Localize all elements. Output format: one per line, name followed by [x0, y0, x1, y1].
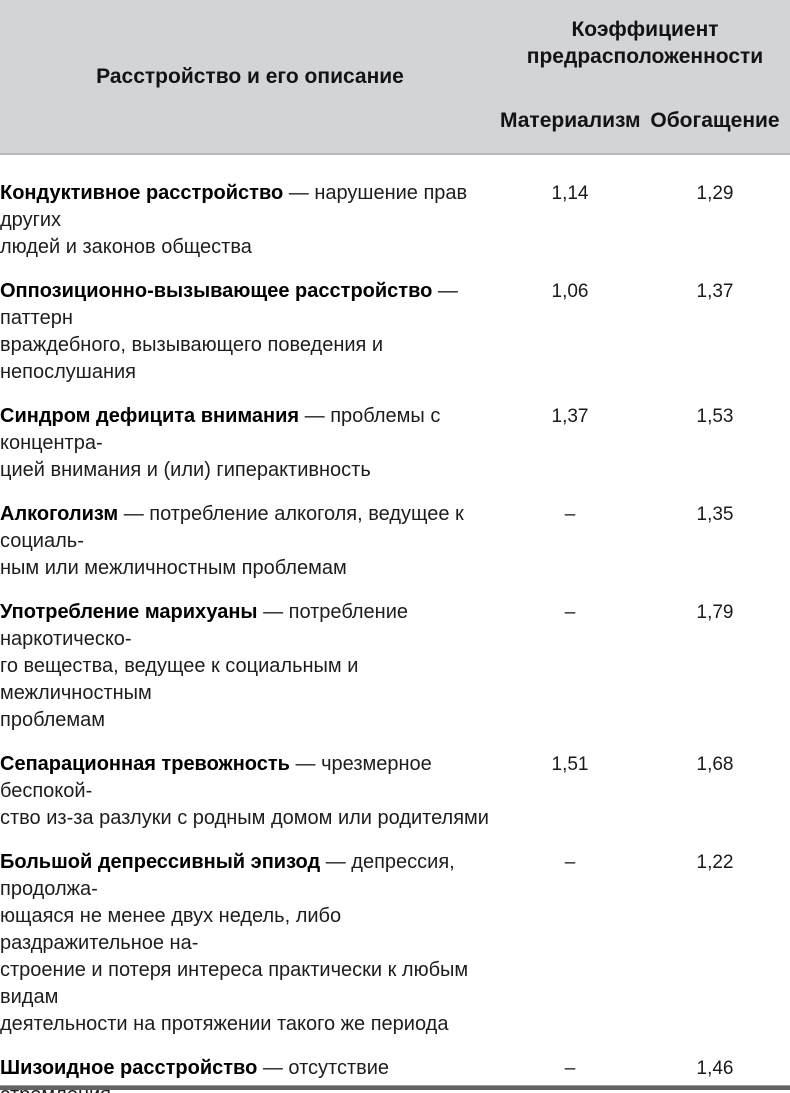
enrichment-value: 1,53	[696, 406, 734, 427]
disorder-name: Сепарационная тревожность	[0, 753, 290, 775]
table-header-right: Коэффициент предрасположенности Материал…	[500, 0, 790, 153]
disorder-description-cell: Употребление марихуаны — потребление нар…	[0, 599, 500, 734]
enrichment-value: 1,37	[696, 281, 734, 302]
table-bottom-rule	[0, 1085, 790, 1090]
disorder-description: — депрессия, продолжа- ющаяся не менее д…	[0, 851, 469, 1035]
sub-column-headers: Материализм Обогащение	[500, 109, 790, 133]
table-row: Синдром дефицита внимания — проблемы с к…	[0, 403, 790, 484]
column-header-disorder: Расстройство и его описание	[96, 64, 404, 88]
materialism-value: 1,51	[551, 754, 589, 775]
disorder-name: Большой депрессивный эпизод	[0, 851, 321, 873]
materialism-value: 1,14	[551, 183, 589, 204]
materialism-value: –	[564, 1058, 576, 1079]
enrichment-value: 1,29	[696, 183, 734, 204]
enrichment-value: 1,35	[696, 504, 734, 525]
table-body: Кондуктивное расстройство — нарушение пр…	[0, 155, 790, 1093]
table-header: Расстройство и его описание Коэффициент …	[0, 0, 790, 155]
disorder-description-cell: Синдром дефицита внимания — проблемы с к…	[0, 403, 500, 484]
disorder-name: Оппозиционно-вызывающее расстройство	[0, 280, 433, 302]
table-row: Сепарационная тревожность — чрезмерное б…	[0, 751, 790, 832]
table-row: Алкоголизм — потребление алкоголя, ведущ…	[0, 501, 790, 582]
disorder-description-cell: Кондуктивное расстройство — нарушение пр…	[0, 180, 500, 261]
disorder-description: — проблемы с концентра- цией внимания и …	[0, 405, 441, 481]
materialism-value: 1,37	[551, 406, 589, 427]
column-header-materialism: Материализм	[500, 109, 641, 132]
disorder-description: — нарушение прав других людей и законов …	[0, 182, 468, 258]
materialism-value: –	[564, 602, 576, 623]
materialism-value: 1,06	[551, 281, 589, 302]
table-row: Шизоидное расстройство — отсутствие стре…	[0, 1055, 790, 1093]
table-row: Большой депрессивный эпизод — депрессия,…	[0, 849, 790, 1038]
materialism-value: –	[564, 852, 576, 873]
table-row: Кондуктивное расстройство — нарушение пр…	[0, 180, 790, 261]
disorder-description: — чрезмерное беспокой- ство из-за разлук…	[0, 753, 489, 829]
disorder-description-cell: Сепарационная тревожность — чрезмерное б…	[0, 751, 500, 832]
disorder-name: Кондуктивное расстройство	[0, 182, 284, 204]
disorder-description: — потребление наркотическо- го вещества,…	[0, 601, 409, 731]
column-header-coefficient: Коэффициент предрасположенности	[526, 18, 764, 68]
enrichment-value: 1,46	[696, 1058, 734, 1079]
disorder-name: Синдром дефицита внимания	[0, 405, 300, 427]
table-row: Оппозиционно-вызывающее расстройство — п…	[0, 278, 790, 386]
enrichment-value: 1,68	[696, 754, 734, 775]
column-header-enrichment: Обогащение	[650, 109, 780, 132]
disorder-name: Употребление марихуаны	[0, 601, 258, 623]
table-row: Употребление марихуаны — потребление нар…	[0, 599, 790, 734]
disorder-name: Шизоидное расстройство	[0, 1057, 258, 1079]
disorder-description-cell: Большой депрессивный эпизод — депрессия,…	[0, 849, 500, 1038]
disorder-description: — паттерн враждебного, вызывающего повед…	[0, 280, 458, 383]
disorder-description-cell: Алкоголизм — потребление алкоголя, ведущ…	[0, 501, 500, 582]
materialism-value: –	[564, 504, 576, 525]
disorder-description-cell: Шизоидное расстройство — отсутствие стре…	[0, 1055, 500, 1093]
disorder-description-cell: Оппозиционно-вызывающее расстройство — п…	[0, 278, 500, 386]
enrichment-value: 1,79	[696, 602, 734, 623]
disorder-description: — потребление алкоголя, ведущее к социал…	[0, 503, 464, 579]
disorder-name: Алкоголизм	[0, 503, 119, 525]
enrichment-value: 1,22	[696, 852, 734, 873]
